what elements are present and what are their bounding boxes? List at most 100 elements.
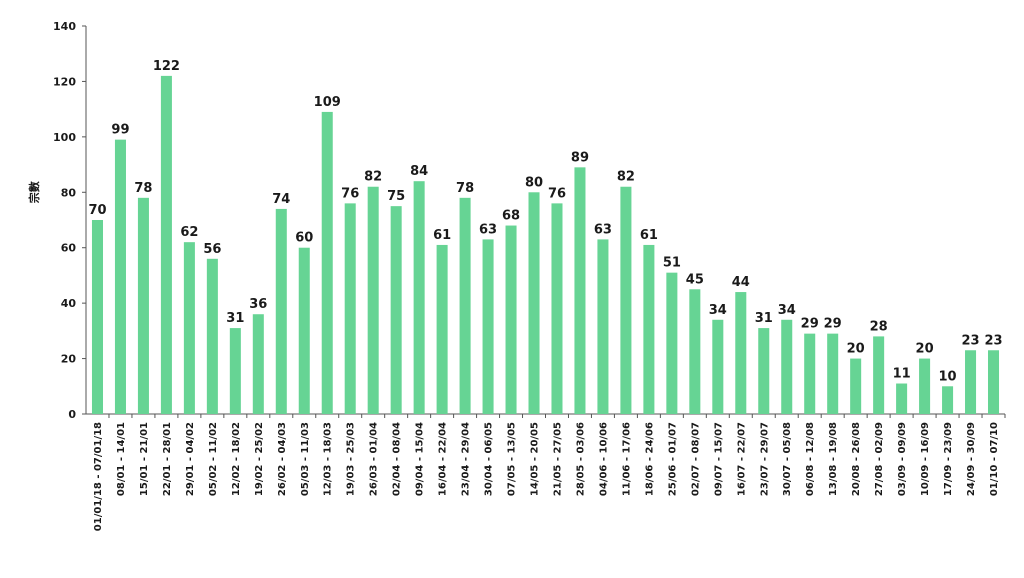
data-label: 74 [272, 192, 290, 207]
data-label: 31 [755, 311, 773, 326]
data-label: 34 [709, 303, 727, 318]
bar [505, 225, 517, 414]
data-label: 63 [594, 222, 612, 237]
bar [298, 247, 310, 414]
data-label: 109 [314, 95, 341, 110]
data-label: 70 [88, 203, 106, 218]
x-tick-label: 09/07 - 15/07 [713, 422, 724, 496]
data-label: 20 [847, 342, 865, 357]
data-label: 34 [778, 303, 796, 318]
bar [252, 314, 264, 414]
data-label: 36 [249, 297, 267, 312]
bar [735, 292, 747, 414]
x-tick-label: 07/05 - 13/05 [507, 422, 518, 496]
data-label: 20 [916, 342, 934, 357]
x-tick-label: 09/04 - 15/04 [415, 422, 426, 496]
y-axis: 0 20 40 60 80 100 120 140 [53, 20, 87, 421]
data-label: 31 [226, 311, 244, 326]
x-tick-label: 26/02 - 04/03 [277, 422, 288, 496]
bar [574, 167, 586, 414]
bar [666, 272, 678, 414]
bar [712, 319, 724, 414]
x-tick-label: 21/05 - 27/05 [552, 422, 563, 496]
data-label: 80 [525, 175, 543, 190]
x-tick-label: 17/09 - 23/09 [943, 422, 954, 496]
data-label: 82 [364, 170, 382, 185]
x-tick-label: 12/03 - 18/03 [323, 422, 334, 496]
x-tick-label: 24/09 - 30/09 [966, 422, 977, 496]
data-label: 60 [295, 231, 313, 246]
bar [459, 197, 471, 414]
data-label: 84 [410, 164, 428, 179]
x-tick-label: 30/07 - 05/08 [782, 422, 793, 496]
bar [551, 203, 563, 414]
bar [896, 383, 908, 414]
bar [528, 192, 540, 414]
x-tick-label: 23/07 - 29/07 [759, 422, 770, 496]
bar [620, 186, 632, 414]
data-label: 63 [479, 222, 497, 237]
bar [689, 289, 701, 414]
data-label: 45 [686, 272, 704, 287]
bar [344, 203, 356, 414]
data-label: 11 [893, 367, 911, 382]
data-label: 78 [456, 181, 474, 196]
y-axis-label: 宗數 [27, 181, 41, 203]
x-tick-label: 11/06 - 17/06 [621, 422, 632, 496]
data-label: 23 [984, 333, 1002, 348]
bar [390, 206, 402, 414]
y-tick-label: 20 [61, 353, 77, 366]
bar [114, 139, 126, 414]
x-tick-label: 18/06 - 24/06 [644, 422, 655, 496]
data-label: 89 [571, 150, 589, 165]
bar [436, 244, 448, 414]
x-tick-label: 02/07 - 08/07 [690, 422, 701, 496]
y-tick-label: 140 [53, 20, 76, 33]
bar [413, 181, 425, 414]
x-tick-label: 06/08 - 12/08 [805, 422, 816, 496]
bar [160, 75, 172, 414]
bar [965, 350, 977, 414]
data-label: 82 [617, 170, 635, 185]
x-tick-label: 29/01 - 04/02 [185, 422, 196, 496]
y-tick-label: 80 [61, 186, 77, 199]
bar [367, 186, 379, 414]
data-label: 23 [961, 333, 979, 348]
x-tick-label: 01/10 - 07/10 [989, 422, 1000, 496]
bar [781, 319, 793, 414]
x-tick-label: 03/09 - 09/09 [897, 422, 908, 496]
y-tick-label: 100 [53, 131, 76, 144]
y-tick-label: 0 [68, 408, 76, 421]
x-tick-label: 05/02 - 11/02 [208, 422, 219, 496]
x-tick-label: 19/03 - 25/03 [346, 422, 357, 496]
x-tick-label: 05/03 - 11/03 [300, 422, 311, 496]
data-label: 122 [153, 59, 180, 74]
data-label: 29 [824, 317, 842, 332]
data-label: 51 [663, 256, 681, 271]
x-tick-label: 28/05 - 03/06 [575, 422, 586, 496]
x-tick-label: 27/08 - 02/09 [874, 422, 885, 496]
data-label: 62 [180, 225, 198, 240]
data-label: 76 [548, 186, 566, 201]
y-tick-label: 120 [53, 75, 76, 88]
y-tick-label: 40 [61, 297, 77, 310]
bar [229, 328, 241, 414]
x-tick-label: 12/02 - 18/02 [231, 422, 242, 496]
bar [643, 244, 655, 414]
data-label: 56 [203, 242, 221, 257]
bar [597, 239, 609, 414]
data-label: 99 [111, 123, 129, 138]
x-tick-label: 16/07 - 22/07 [736, 422, 747, 496]
bar [91, 220, 104, 414]
x-tick-label: 20/08 - 26/08 [851, 422, 862, 496]
bars [91, 75, 1000, 415]
x-tick-label: 08/01 - 14/01 [116, 422, 127, 496]
x-tick-label: 02/04 - 08/04 [392, 422, 403, 496]
x-tick-label: 13/08 - 19/08 [828, 422, 839, 496]
x-tick-label: 23/04 - 29/04 [461, 422, 472, 496]
x-tick-label: 16/04 - 22/04 [438, 422, 449, 496]
bar [827, 333, 839, 414]
bar [206, 258, 218, 414]
data-label: 76 [341, 186, 359, 201]
data-label: 44 [732, 275, 750, 290]
